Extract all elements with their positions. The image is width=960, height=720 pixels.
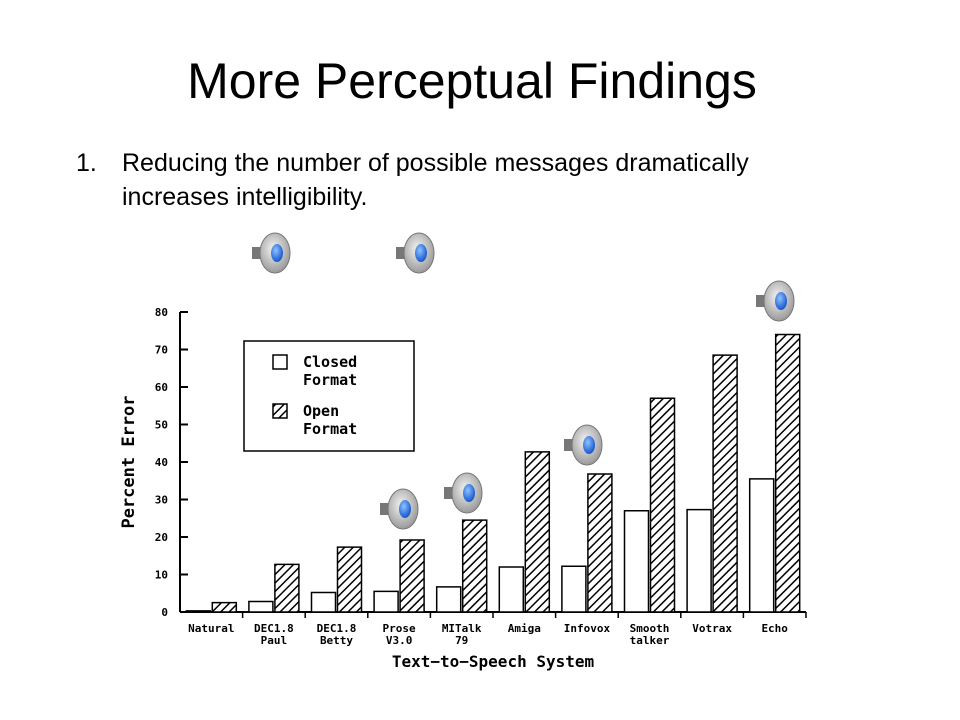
- legend-swatch-open: [272, 403, 288, 419]
- sound-icon[interactable]: [560, 422, 606, 468]
- bullet-text: Reducing the number of possible messages…: [122, 149, 749, 211]
- x-tick-label: DEC1.8: [317, 622, 357, 635]
- x-tick-label: talker: [630, 634, 670, 647]
- x-tick-label: Echo: [761, 622, 788, 635]
- bar-open: [774, 333, 801, 613]
- bar-closed: [686, 508, 712, 613]
- bar-closed: [623, 510, 650, 613]
- x-tick-label: Natural: [188, 622, 234, 635]
- bar-open: [399, 539, 425, 613]
- x-axis-label: Text−to−Speech System: [392, 652, 595, 671]
- y-tick-label: 0: [161, 606, 168, 619]
- bar-open: [274, 563, 300, 613]
- y-tick-label: 20: [155, 531, 168, 544]
- legend-label: Format: [303, 420, 357, 438]
- y-tick-label: 60: [155, 381, 168, 394]
- legend-label: Format: [303, 371, 357, 389]
- y-axis-label: Percent Error: [119, 395, 139, 528]
- bar-closed: [435, 586, 462, 613]
- bar-open: [211, 601, 238, 613]
- y-tick-label: 10: [155, 569, 168, 582]
- bar-closed: [498, 566, 525, 613]
- x-tick-label: V3.0: [386, 634, 413, 647]
- bar-closed: [561, 565, 587, 613]
- bar-open: [336, 546, 363, 613]
- x-tick-label: 79: [455, 634, 468, 647]
- bar-closed: [373, 590, 399, 613]
- x-tick-label: Amiga: [508, 622, 541, 635]
- bar-open: [712, 354, 738, 613]
- bar-open: [524, 451, 551, 613]
- y-tick-label: 80: [155, 306, 168, 319]
- x-tick-label: Betty: [320, 634, 353, 647]
- bullet-number: 1.: [76, 149, 97, 177]
- page-title: More Perceptual Findings: [187, 53, 757, 109]
- y-tick-label: 70: [155, 344, 168, 357]
- legend-swatch-closed: [272, 354, 288, 370]
- x-tick-label: DEC1.8: [254, 622, 294, 635]
- x-tick-label: Prose: [383, 622, 416, 635]
- sound-icon[interactable]: [440, 470, 486, 516]
- x-tick-label: Infovox: [564, 622, 611, 635]
- bar-closed: [310, 591, 337, 613]
- bar-closed: [748, 478, 775, 613]
- bar-open: [587, 473, 613, 613]
- bar-open: [461, 519, 488, 613]
- bar-closed: [185, 610, 212, 613]
- sound-icon[interactable]: [248, 230, 294, 276]
- legend-label: Closed: [303, 353, 357, 371]
- bar-closed: [248, 600, 274, 613]
- x-tick-label: MITalk: [442, 622, 482, 635]
- y-tick-label: 40: [155, 456, 168, 469]
- sound-icon[interactable]: [392, 230, 438, 276]
- y-tick-label: 50: [155, 419, 168, 432]
- x-tick-label: Smooth: [630, 622, 670, 635]
- y-tick-label: 30: [155, 494, 168, 507]
- sound-icon[interactable]: [376, 486, 422, 532]
- legend-label: Open: [303, 402, 339, 420]
- x-tick-label: Paul: [261, 634, 288, 647]
- x-tick-label: Votrax: [692, 622, 732, 635]
- bar-open: [649, 397, 676, 613]
- sound-icon[interactable]: [752, 278, 798, 324]
